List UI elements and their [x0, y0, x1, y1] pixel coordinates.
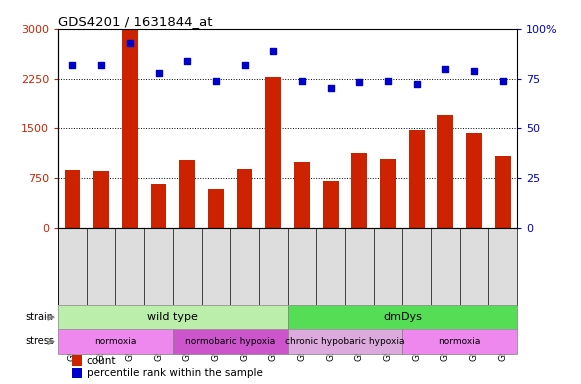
Bar [72, 368, 82, 378]
Point [268, 48, 278, 54]
Bar [150, 184, 166, 228]
Text: stress: stress [25, 336, 54, 346]
Bar [352, 154, 367, 228]
Point [154, 70, 163, 76]
Bar [437, 115, 453, 228]
Bar [495, 156, 511, 228]
Bar [122, 29, 138, 228]
Bar [173, 329, 288, 354]
Point [326, 85, 335, 91]
Point [383, 78, 393, 84]
Text: percentile rank within the sample: percentile rank within the sample [87, 368, 263, 378]
Point [498, 78, 507, 84]
Point [211, 78, 221, 84]
Bar [58, 305, 288, 329]
Text: strain: strain [25, 312, 53, 322]
Point [182, 58, 192, 64]
Bar [236, 169, 253, 228]
Point [441, 66, 450, 72]
Point [469, 68, 479, 74]
Bar [380, 159, 396, 228]
Text: dmDys: dmDys [383, 312, 422, 322]
Text: chronic hypobaric hypoxia: chronic hypobaric hypoxia [285, 337, 405, 346]
Bar [288, 305, 517, 329]
Text: count: count [87, 356, 116, 366]
Point [96, 61, 106, 68]
Bar [322, 181, 339, 228]
Text: normobaric hypoxia: normobaric hypoxia [185, 337, 275, 346]
Bar [409, 129, 425, 228]
Bar [72, 356, 82, 366]
Bar [58, 329, 173, 354]
Point [68, 61, 77, 68]
Bar [208, 189, 224, 228]
Text: GDS4201 / 1631844_at: GDS4201 / 1631844_at [58, 15, 213, 28]
Bar [403, 329, 517, 354]
Bar [294, 162, 310, 228]
Point [412, 81, 421, 88]
Bar [64, 170, 80, 228]
Point [297, 78, 307, 84]
Bar [288, 329, 403, 354]
Bar [466, 133, 482, 228]
Text: normoxia: normoxia [94, 337, 137, 346]
Point [354, 79, 364, 86]
Bar [180, 160, 195, 228]
Point [240, 61, 249, 68]
Text: wild type: wild type [148, 312, 198, 322]
Text: normoxia: normoxia [439, 337, 481, 346]
Point [125, 40, 134, 46]
Bar [93, 171, 109, 228]
Bar [266, 76, 281, 228]
